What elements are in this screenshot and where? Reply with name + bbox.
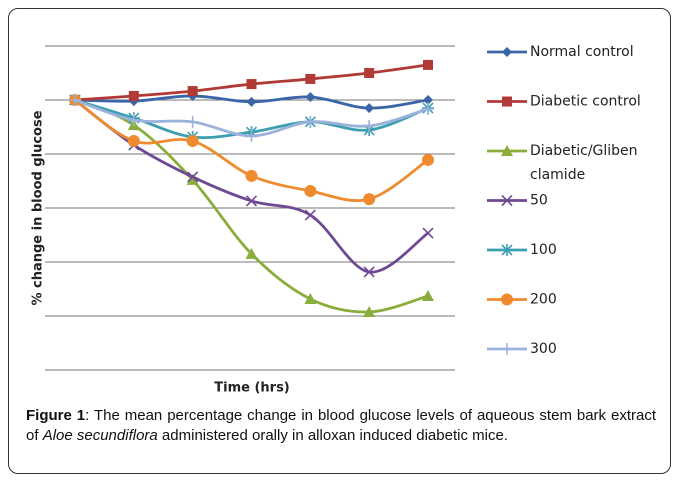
x-axis-label: Time (hrs) xyxy=(214,381,290,396)
caption-species: Aloe secundiflora xyxy=(42,427,158,444)
marker xyxy=(305,73,316,84)
marker xyxy=(422,153,434,166)
series xyxy=(69,94,434,206)
series xyxy=(70,90,433,114)
marker xyxy=(364,68,375,78)
marker xyxy=(501,244,513,256)
legend-label: Diabetic control xyxy=(530,94,641,110)
marker xyxy=(127,135,140,148)
marker xyxy=(187,171,199,183)
legend-label: 100 xyxy=(530,242,557,258)
caption-label: Figure 1 xyxy=(26,407,86,424)
legend-label: 200 xyxy=(530,292,557,308)
marker xyxy=(186,115,199,128)
marker xyxy=(501,145,513,156)
marker xyxy=(363,119,376,132)
marker xyxy=(246,96,257,107)
marker xyxy=(69,94,81,106)
legend-label-line: Diabetic/Gliben xyxy=(530,143,638,159)
marker xyxy=(304,115,317,128)
marker xyxy=(423,59,433,70)
marker xyxy=(364,103,375,114)
marker xyxy=(186,135,199,148)
legend-label: Diabetic/Gliben clamide xyxy=(530,143,638,183)
marker xyxy=(502,96,512,107)
legend-label: Normal control xyxy=(530,44,634,60)
marker xyxy=(363,305,376,317)
marker xyxy=(501,343,513,355)
marker xyxy=(304,292,317,304)
marker xyxy=(128,90,139,101)
marker xyxy=(305,92,316,103)
marker xyxy=(304,209,316,221)
marker xyxy=(501,293,513,306)
marker xyxy=(422,227,434,239)
marker xyxy=(246,79,257,90)
marker xyxy=(187,86,198,97)
legend-label: 50 xyxy=(530,193,548,209)
marker xyxy=(245,129,258,142)
y-axis-label: % change in blood glucose xyxy=(31,110,46,305)
marker xyxy=(422,290,434,302)
marker xyxy=(245,247,258,259)
legend-label-line: clamide xyxy=(530,167,585,183)
figure-frame xyxy=(8,8,671,474)
marker xyxy=(245,195,258,207)
marker xyxy=(502,47,512,57)
marker xyxy=(422,102,434,115)
caption-text: : The mean percentage change in blood gl… xyxy=(26,407,656,444)
marker xyxy=(127,113,140,126)
series xyxy=(69,94,434,142)
marker xyxy=(363,266,375,278)
marker xyxy=(363,193,376,206)
caption-text: administered orally in alloxan induced d… xyxy=(157,427,508,444)
caption: Figure 1: The mean percentage change in … xyxy=(26,406,656,446)
marker xyxy=(304,184,317,197)
marker xyxy=(423,95,433,105)
legend-label: 300 xyxy=(530,341,557,357)
marker xyxy=(501,194,513,207)
chart: % change in blood glucose Time (hrs) Nor… xyxy=(31,44,641,396)
marker xyxy=(186,173,199,185)
marker xyxy=(245,169,258,182)
